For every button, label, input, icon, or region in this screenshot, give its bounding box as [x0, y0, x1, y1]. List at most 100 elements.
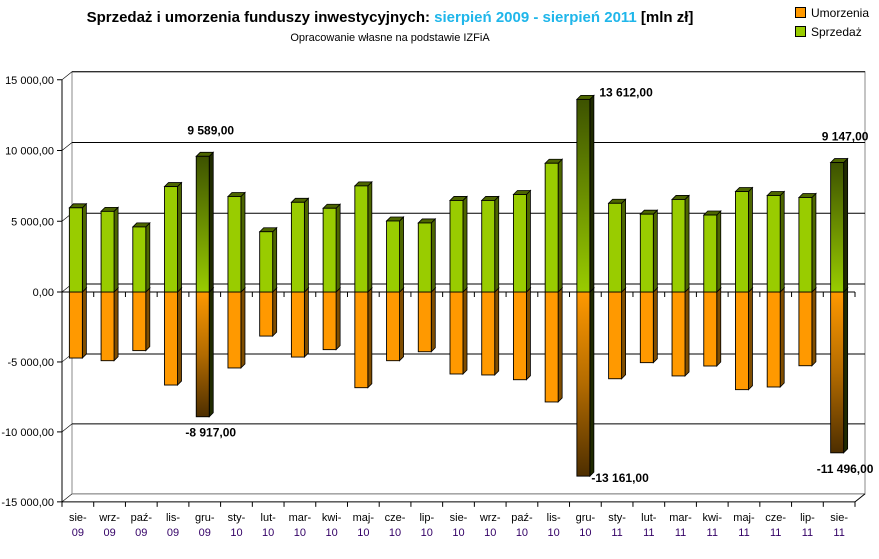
y-tick-label: -15 000,00	[1, 497, 54, 509]
title-unit: [mln zł]	[636, 9, 694, 26]
bar-side	[430, 217, 436, 293]
bar-sprzedaz-7	[290, 197, 310, 293]
bar-umorzenia-9	[353, 287, 373, 389]
x-tick-label: kwi-	[322, 512, 342, 524]
bar-side	[557, 287, 563, 403]
bar-front	[481, 291, 496, 376]
bar-umorzenia-20	[702, 287, 722, 367]
bar-umorzenia-23	[797, 287, 817, 367]
bar-front	[100, 210, 115, 293]
bar-front	[417, 222, 432, 293]
bar-side	[240, 287, 246, 369]
bar-umorzenia-17	[607, 287, 627, 380]
floor-right-edge	[854, 493, 866, 503]
bar-front	[798, 291, 813, 367]
bar-sprzedaz-22	[766, 190, 786, 293]
x-tick-label: lip-	[800, 512, 815, 524]
legend: Umorzenia Sprzedaż	[795, 3, 869, 41]
bar-sprzedaz-3	[163, 181, 183, 293]
bar-side	[526, 189, 531, 293]
chart-title: Sprzedaż i umorzenia funduszy inwestycyj…	[0, 9, 780, 26]
y-tick-label: 15 000,00	[5, 75, 54, 87]
bar-front	[703, 214, 718, 293]
bar-sprzedaz-11	[417, 217, 437, 293]
bar-side	[684, 194, 690, 293]
bar-umorzenia-16	[575, 287, 595, 478]
bar-umorzenia-10	[385, 287, 405, 362]
bar-side	[81, 287, 87, 359]
x-tick-label: sie-	[830, 512, 848, 524]
bar-umorzenia-11	[417, 287, 437, 353]
bar-umorzenia-15	[544, 287, 564, 403]
bar-side	[494, 287, 500, 376]
bar-side	[81, 202, 87, 293]
bar-side	[557, 158, 563, 293]
bar-front	[608, 202, 623, 293]
bar-sprzedaz-16	[575, 94, 595, 293]
x-tick-label: 11	[675, 527, 686, 539]
x-tick-label: sty-	[228, 512, 246, 524]
bar-front	[354, 291, 369, 389]
bar-side	[367, 180, 373, 293]
bar-side	[303, 287, 309, 359]
bar-side	[208, 151, 214, 293]
x-tick-label: cze-	[385, 512, 406, 524]
bar-side	[779, 190, 785, 293]
x-tick-label: 10	[516, 527, 528, 539]
bar-side	[589, 287, 595, 478]
bar-front	[322, 291, 337, 351]
x-tick-label: wrz-	[98, 512, 120, 524]
title-period: sierpień 2009 - sierpień 2011	[434, 9, 637, 26]
bar-front	[766, 195, 781, 293]
x-tick-label: kwi-	[702, 512, 722, 524]
legend-label: Sprzedaż	[811, 24, 862, 39]
bar-sprzedaz-21	[734, 186, 754, 293]
bar-side	[748, 186, 753, 293]
gridline-depth	[61, 423, 73, 433]
bar-umorzenia-7	[290, 287, 310, 359]
bar-side	[367, 287, 373, 389]
bar-side	[716, 210, 722, 293]
x-tick-label: 10	[294, 527, 306, 539]
bar-sprzedaz-12	[449, 195, 468, 293]
x-tick-label: maj-	[353, 512, 375, 524]
data-label: -13 161,00	[591, 471, 649, 485]
bar-front	[259, 231, 274, 293]
bar-front	[227, 196, 242, 293]
bar-side	[335, 203, 341, 293]
bar-side	[589, 94, 595, 293]
bar-front	[608, 291, 623, 380]
bar-front	[798, 197, 813, 293]
bar-side	[716, 287, 722, 367]
bar-umorzenia-22	[766, 287, 786, 388]
bar-umorzenia-6	[258, 287, 278, 338]
bar-umorzenia-1	[100, 287, 120, 362]
x-tick-label: 11	[643, 527, 654, 539]
bar-side	[208, 287, 214, 418]
legend-item-sprzedaz: Sprzedaż	[795, 22, 869, 41]
y-tick-label: 0,00	[33, 287, 54, 299]
bar-umorzenia-24	[829, 287, 849, 454]
bar-sprzedaz-23	[797, 192, 817, 293]
bar-umorzenia-3	[163, 287, 183, 386]
bar-umorzenia-14	[512, 287, 532, 381]
bar-side	[145, 287, 151, 352]
data-label: 13 612,00	[599, 85, 653, 99]
bar-front	[417, 291, 432, 353]
x-tick-label: 09	[72, 527, 84, 539]
legend-label: Umorzenia	[811, 5, 870, 20]
bar-front	[322, 207, 337, 293]
x-tick-label: 11	[802, 527, 813, 539]
bar-front	[481, 199, 496, 293]
bar-sprzedaz-18	[639, 209, 659, 293]
bar-umorzenia-0	[68, 287, 88, 359]
x-tick-label: 10	[484, 527, 496, 539]
bar-sprzedaz-20	[702, 210, 722, 293]
bar-sprzedaz-1	[100, 206, 120, 293]
x-tick-label: mar-	[669, 512, 692, 524]
bar-sprzedaz-8	[322, 203, 342, 293]
bar-front	[195, 291, 210, 418]
x-tick-label: cze-	[765, 512, 786, 524]
x-tick-label: sie-	[69, 512, 87, 524]
